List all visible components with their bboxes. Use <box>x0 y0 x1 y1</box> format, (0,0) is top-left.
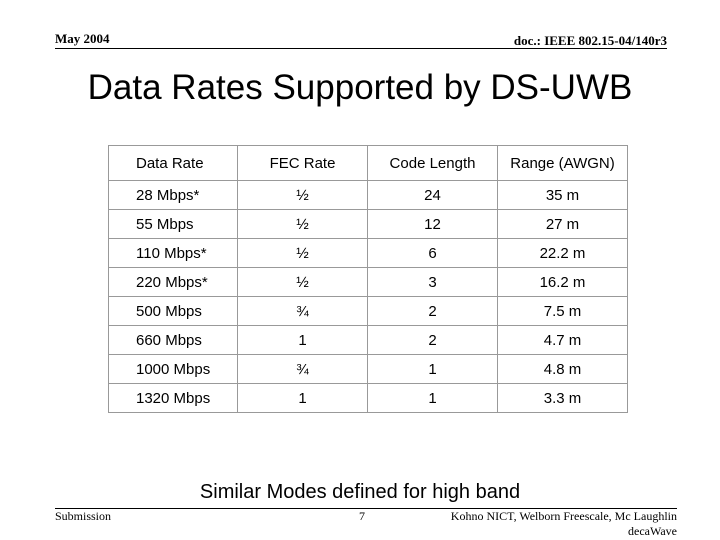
table-cell: ½ <box>237 238 368 268</box>
table-cell: 3 <box>367 267 498 297</box>
table-row: 660 Mbps 1 2 4.7 m <box>108 325 628 355</box>
table-cell: 7.5 m <box>497 296 628 326</box>
table-cell: 1 <box>237 383 368 413</box>
table-cell: 2 <box>367 325 498 355</box>
table-cell: ¾ <box>237 296 368 326</box>
table-cell: 16.2 m <box>497 267 628 297</box>
table-cell: 660 Mbps <box>108 325 238 355</box>
header-date: May 2004 <box>55 31 110 46</box>
table-row: 500 Mbps ¾ 2 7.5 m <box>108 296 628 326</box>
table-cell: 55 Mbps <box>108 209 238 239</box>
footer-rule <box>55 508 677 509</box>
table-cell: 6 <box>367 238 498 268</box>
table-cell: 1 <box>237 325 368 355</box>
table-cell: 1 <box>367 383 498 413</box>
table-cell: ½ <box>237 180 368 210</box>
table-cell: 27 m <box>497 209 628 239</box>
header-rule <box>55 48 667 49</box>
table-cell: 110 Mbps* <box>108 238 238 268</box>
table-cell: 220 Mbps* <box>108 267 238 297</box>
page-number: 7 <box>359 509 365 523</box>
table-cell: 500 Mbps <box>108 296 238 326</box>
table-cell: 35 m <box>497 180 628 210</box>
column-header: Code Length <box>367 145 498 181</box>
rates-table: Data Rate FEC Rate Code Length Range (AWGN)… <box>108 145 628 413</box>
table-row: 1320 Mbps 1 1 3.3 m <box>108 383 628 413</box>
table-cell: 24 <box>367 180 498 210</box>
table-cell: 28 Mbps* <box>108 180 238 210</box>
column-header: Range (AWGN) <box>497 145 628 181</box>
table-cell: 12 <box>367 209 498 239</box>
table-cell: ¾ <box>237 354 368 384</box>
title: Data Rates Supported by DS-UWB <box>87 68 633 107</box>
column-header: FEC Rate <box>237 145 368 181</box>
table-row: 220 Mbps* ½ 3 16.2 m <box>108 267 628 297</box>
table-cell: 2 <box>367 296 498 326</box>
table-cell: 3.3 m <box>497 383 628 413</box>
table-row: 28 Mbps* ½ 24 35 m <box>108 180 628 210</box>
table-cell: 1000 Mbps <box>108 354 238 384</box>
note: Similar Modes defined for high band <box>199 481 521 503</box>
table-cell: ½ <box>237 209 368 239</box>
table-cell: 1 <box>367 354 498 384</box>
footer-authors: Kohno NICT, Welborn Freescale, Mc Laughl… <box>450 509 677 523</box>
footer-left: Submission <box>55 509 112 523</box>
table-cell: 1320 Mbps <box>108 383 238 413</box>
table-row: 55 Mbps ½ 12 27 m <box>108 209 628 239</box>
table-cell: 4.8 m <box>497 354 628 384</box>
header-doc: doc.: IEEE 802.15-04/140r3 <box>513 33 667 48</box>
table-cell: 22.2 m <box>497 238 628 268</box>
header-row: Data Rate FEC Rate Code Length Range (AWGN) <box>108 145 628 181</box>
column-header: Data Rate <box>108 145 238 181</box>
footer-authors: decaWave <box>628 524 677 538</box>
table-row: 1000 Mbps ¾ 1 4.8 m <box>108 354 628 384</box>
table-cell: ½ <box>237 267 368 297</box>
table-row: 110 Mbps* ½ 6 22.2 m <box>108 238 628 268</box>
table-cell: 4.7 m <box>497 325 628 355</box>
